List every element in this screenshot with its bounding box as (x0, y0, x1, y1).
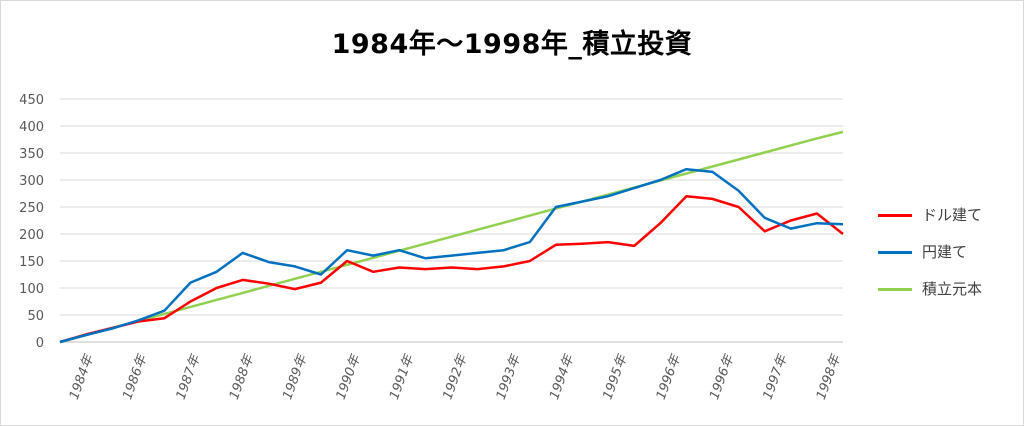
legend-item-0: ドル建て (878, 204, 1018, 226)
x-tick-label-2: 1987年 (174, 351, 205, 401)
y-tick-label-6: 300 (19, 174, 44, 189)
y-tick-label-1: 50 (27, 309, 44, 324)
legend-item-1: 円建て (878, 241, 1018, 263)
y-tick-label-9: 450 (19, 93, 44, 108)
x-tick-label-10: 1995年 (600, 351, 631, 401)
x-tick-label-13: 1997年 (761, 351, 792, 401)
legend-label-0: ドル建て (922, 206, 983, 224)
legend-label-2: 積立元本 (922, 280, 983, 298)
y-tick-label-0: 0 (36, 336, 44, 351)
y-tick-label-7: 350 (19, 147, 44, 162)
x-tick-label-11: 1996年 (654, 351, 685, 401)
legend-swatch-0 (878, 214, 912, 217)
x-tick-label-9: 1994年 (547, 351, 578, 401)
x-tick-label-6: 1991年 (387, 351, 418, 401)
y-tick-label-4: 200 (19, 228, 44, 243)
y-tick-label-8: 400 (19, 120, 44, 135)
x-tick-label-3: 1988年 (227, 351, 258, 401)
legend-label-1: 円建て (922, 243, 968, 261)
x-tick-label-1: 1986年 (120, 351, 151, 401)
x-tick-label-5: 1990年 (334, 351, 365, 401)
x-tick-label-7: 1992年 (440, 351, 471, 401)
y-tick-label-3: 150 (19, 255, 44, 270)
x-tick-label-14: 1998年 (814, 351, 845, 401)
legend-swatch-1 (878, 251, 912, 254)
legend-item-2: 積立元本 (878, 278, 1018, 300)
chart-title: 1984年～1998年_積立投資 (331, 29, 693, 60)
series-line-0 (59, 194, 844, 344)
y-tick-label-5: 250 (19, 201, 44, 216)
x-tick-label-12: 1996年 (707, 351, 738, 401)
x-tick-label-0: 1984年 (67, 351, 98, 401)
series-line-2 (59, 130, 844, 344)
x-tick-label-8: 1993年 (494, 351, 525, 401)
legend-swatch-2 (878, 288, 912, 291)
series-line-1 (59, 167, 844, 344)
x-tick-label-4: 1989年 (280, 351, 311, 401)
y-tick-label-2: 100 (19, 282, 44, 297)
